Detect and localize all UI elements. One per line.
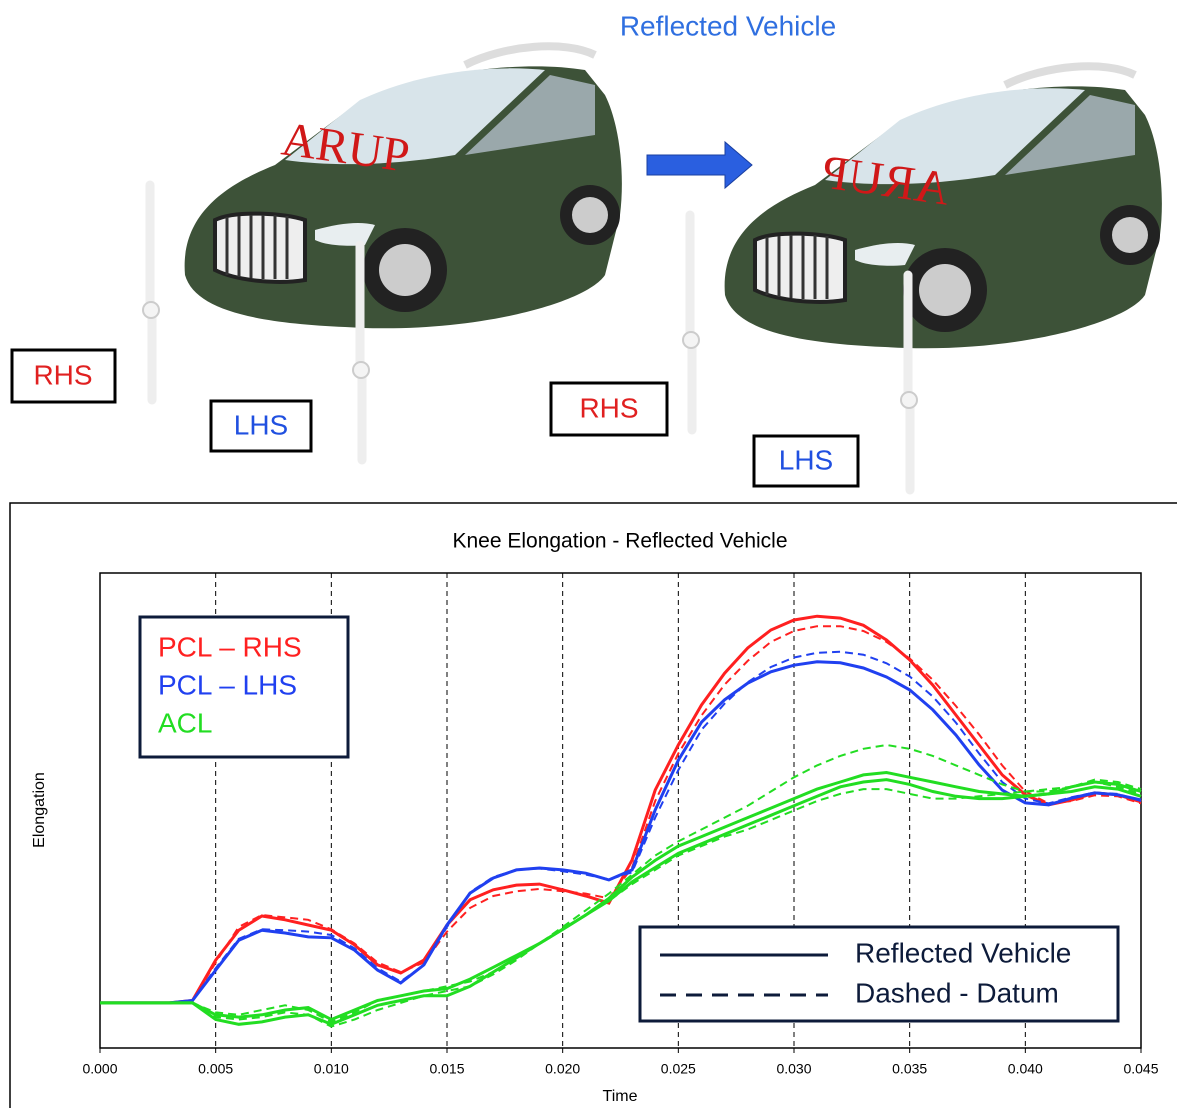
x-tick-label: 0.030: [776, 1061, 811, 1077]
label-box: [209, 399, 313, 453]
x-tick-label: 0.015: [429, 1061, 464, 1077]
label-box: [752, 434, 860, 488]
x-tick-label: 0.005: [198, 1061, 233, 1077]
x-axis-label: Time: [603, 1088, 638, 1105]
label-box: [10, 348, 117, 404]
rhs-label: RHS: [579, 392, 638, 423]
legend-entry: PCL – LHS: [158, 669, 297, 700]
chart-frame: [9, 502, 1177, 1108]
x-tick-label: 0.020: [545, 1061, 580, 1077]
series-line: [100, 780, 1142, 1024]
x-tick-label: 0.025: [661, 1061, 696, 1077]
x-tick-label: 0.010: [314, 1061, 349, 1077]
series-line: [100, 660, 1142, 1005]
style-legend-label: Reflected Vehicle: [855, 937, 1071, 968]
bone: [683, 215, 699, 430]
illustration-title: Reflected Vehicle: [620, 10, 836, 41]
style-legend-label: Dashed - Datum: [855, 977, 1059, 1008]
series-line: [100, 770, 1142, 1022]
legend-entry: PCL – RHS: [158, 631, 302, 662]
reflected-vehicle: ARUP RHS LHS: [549, 66, 1162, 490]
label-box: [549, 381, 669, 437]
y-axis-label: Elongation: [31, 772, 48, 848]
x-tick-label: 0.045: [1123, 1061, 1158, 1077]
chart: Knee Elongation - Reflected Vehicle Time…: [9, 502, 1177, 1108]
series-line: [100, 743, 1142, 1028]
car: [185, 46, 622, 328]
lhs-label: LHS: [779, 444, 833, 475]
bone: [143, 185, 159, 400]
arrow: [646, 140, 753, 190]
lhs-label: LHS: [234, 409, 288, 440]
plot-frame: [99, 572, 1142, 1049]
original-vehicle: ARUP RHS LHS: [10, 46, 622, 460]
x-tick-label: 0.000: [82, 1061, 117, 1077]
series-line: [100, 614, 1142, 1005]
legend-box: [138, 615, 350, 759]
x-tick-label: 0.035: [892, 1061, 927, 1077]
style-legend-box: [638, 925, 1120, 1023]
rhs-label: RHS: [33, 359, 92, 390]
legend-entry: ACL: [158, 707, 212, 738]
chart-title: Knee Elongation - Reflected Vehicle: [452, 530, 787, 553]
x-tick-label: 0.040: [1008, 1061, 1043, 1077]
